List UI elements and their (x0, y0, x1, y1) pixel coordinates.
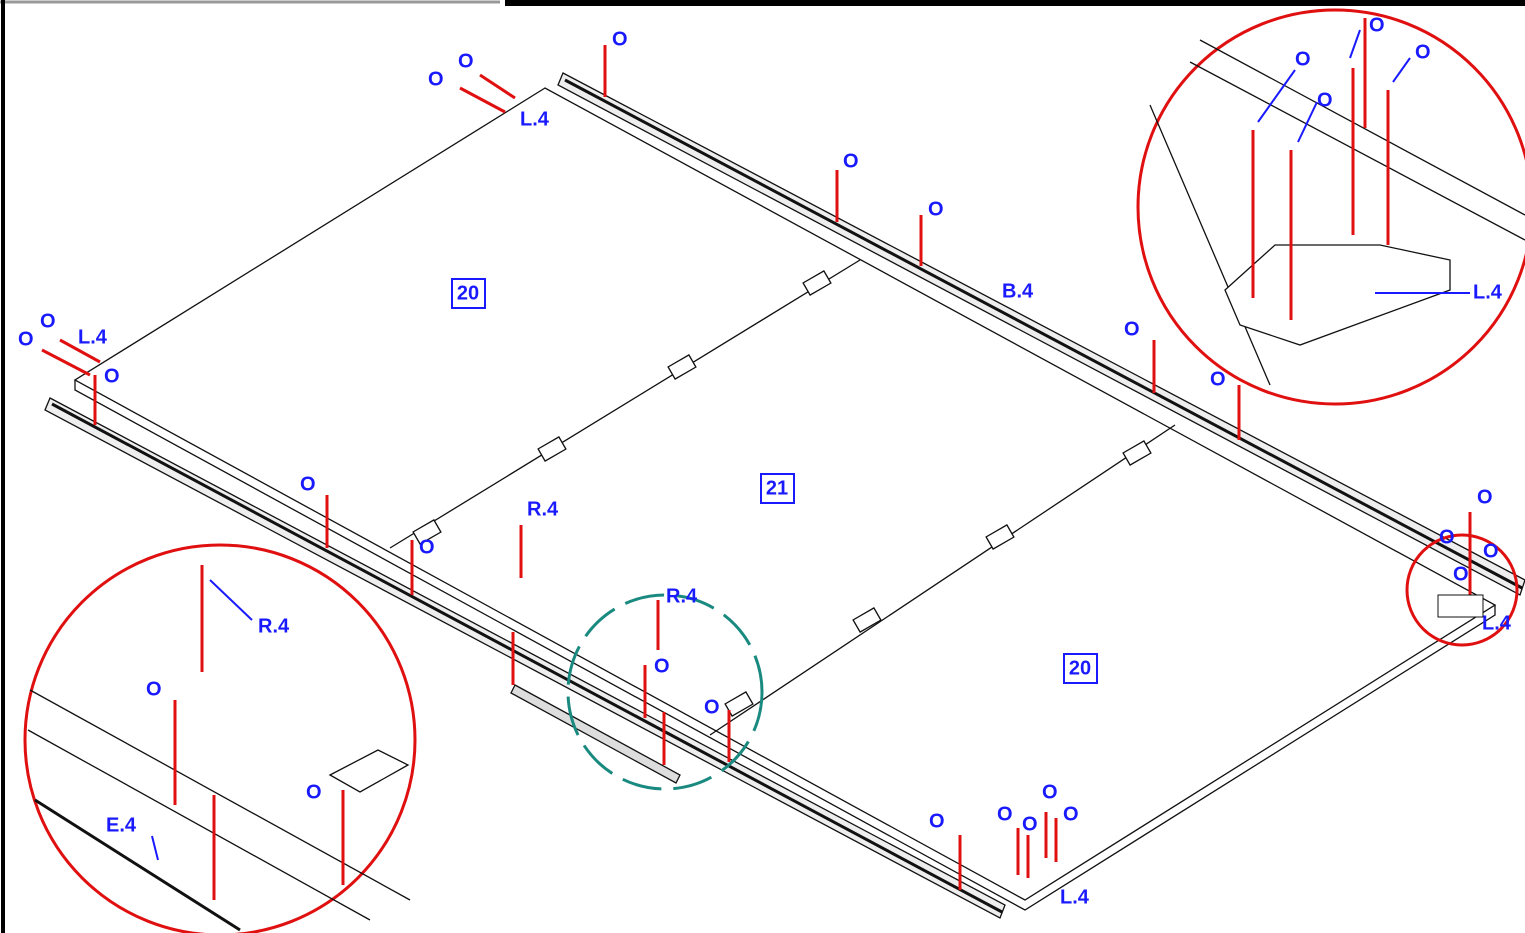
callout-label: O (843, 150, 859, 172)
callout-label: O (40, 310, 56, 332)
drawing-rect (1438, 595, 1483, 617)
callout-label: O (1483, 540, 1499, 562)
callout-label: L.4 (1060, 886, 1090, 908)
drawing-polygon (330, 750, 408, 792)
callout-label: L.4 (1473, 281, 1503, 303)
pointer-arrow (152, 836, 158, 860)
group (28, 690, 410, 930)
screw-rod (460, 88, 505, 112)
callout-label: O (1042, 781, 1058, 803)
callout-label: O (1124, 318, 1140, 340)
group (1150, 40, 1525, 385)
callout-label: O (1369, 14, 1385, 36)
drawing-rect (853, 608, 881, 632)
callout-label: E.4 (106, 814, 137, 836)
page: Assembly diagram {"panels": ["20", "21",… (0, 0, 1525, 933)
drawing-line (30, 690, 410, 900)
screw-rod (480, 75, 515, 98)
drawing-rect (1123, 441, 1151, 465)
callout-label: O (1210, 368, 1226, 390)
callout-label: L.4 (1482, 612, 1512, 634)
callout-label: O (929, 810, 945, 832)
callout-label: O (458, 50, 474, 72)
callout-label: R.4 (527, 498, 559, 520)
callout-label: O (146, 678, 162, 700)
callout-label: O (104, 365, 120, 387)
callout-label: O (1415, 41, 1431, 63)
callout-label: R.4 (258, 615, 290, 637)
callout-label: L.4 (78, 326, 108, 348)
callout-label: R.4 (666, 585, 698, 607)
pointer-arrow (1350, 30, 1360, 58)
callout-label: O (419, 536, 435, 558)
drawing-line (35, 800, 240, 930)
page-body: 20 21 20 O O O L.4 O O B.4 O O L.4 O O O… (0, 0, 1525, 933)
pointer-arrow (210, 580, 252, 620)
drawing-rect (803, 271, 831, 295)
callout-label: O (1022, 813, 1038, 835)
pointer-arrow (1298, 102, 1317, 142)
panel-number: 21 (766, 477, 788, 499)
panel-number: 20 (1069, 657, 1091, 679)
diagram: 20 21 20 O O O L.4 O O B.4 O O L.4 O O O… (0, 0, 1525, 933)
drawing-line (28, 730, 370, 920)
callout-label: O (997, 803, 1013, 825)
callout-label: O (1453, 563, 1469, 585)
callout-label: O (654, 655, 670, 677)
callout-label: O (306, 781, 322, 803)
callout-label: O (1477, 486, 1493, 508)
callout-label: O (704, 696, 720, 718)
callout-label: O (1317, 89, 1333, 111)
callout-label: O (612, 28, 628, 50)
drawing-rect (538, 437, 566, 461)
callout-label: O (18, 328, 34, 350)
drawing-rect (668, 355, 696, 379)
callout-label: O (1063, 803, 1079, 825)
detail-circle (1138, 10, 1525, 404)
callout-label: L.4 (520, 108, 550, 130)
callout-label: B.4 (1002, 280, 1034, 302)
callout-label: O (1295, 48, 1311, 70)
panel-number: 20 (457, 282, 479, 304)
callout-label: O (428, 68, 444, 90)
drawing-line (1190, 62, 1525, 240)
drawing-line (565, 80, 1522, 588)
outline (710, 425, 1175, 735)
callout-label: O (1439, 526, 1455, 548)
callout-label: O (928, 198, 944, 220)
pointer-arrow (1393, 58, 1410, 82)
drawing-polygon (1225, 245, 1450, 345)
drawing-rect (986, 525, 1014, 549)
drawing-line (1200, 40, 1525, 215)
callout-label: O (300, 473, 316, 495)
detail-circle (25, 545, 415, 933)
drawing-line (52, 404, 1002, 912)
